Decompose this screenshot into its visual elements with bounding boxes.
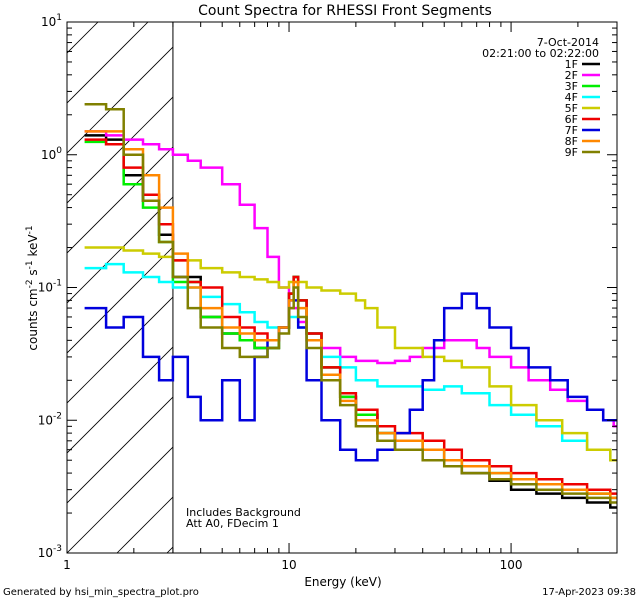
- legend-label: 5F: [565, 102, 578, 115]
- hatch-line: [67, 446, 173, 553]
- x-axis-label: Energy (keV): [304, 575, 381, 589]
- axes: 1 10 100 10-3 10-2 10-1 100 101: [38, 13, 618, 572]
- time-range-label: 02:21:00 to 02:22:00: [482, 47, 599, 60]
- hatch-line: [67, 296, 173, 404]
- hatch-line: [67, 196, 173, 304]
- series-line-1F: [84, 134, 617, 509]
- series-line-3F: [84, 140, 617, 500]
- legend-label: 4F: [565, 91, 578, 104]
- y-tick-label: 100: [41, 146, 62, 162]
- hatch-line: [617, 0, 640, 553]
- legend-label: 8F: [565, 135, 578, 148]
- chart-title: Count Spectra for RHESSI Front Segments: [198, 3, 492, 19]
- y-tick-label: 10-2: [38, 411, 62, 427]
- hatch-line: [67, 46, 173, 154]
- hatch-line: [467, 0, 640, 553]
- x-tick-label: 10: [281, 558, 296, 572]
- date-label: 7-Oct-2014: [537, 36, 599, 49]
- legend-label: 2F: [565, 69, 578, 82]
- x-tick-label: 100: [500, 558, 523, 572]
- hatch-line: [67, 246, 173, 354]
- footer-timestamp: 17-Apr-2023 09:38: [542, 587, 636, 598]
- hatch-line: [417, 0, 640, 553]
- legend-label: 7F: [565, 124, 578, 137]
- hatched-region: [67, 0, 640, 553]
- series-line-5F: [84, 246, 617, 462]
- legend-label: 9F: [565, 146, 578, 159]
- series-line-9F: [84, 103, 617, 504]
- hatch-line: [367, 0, 640, 553]
- hatch-line: [67, 346, 173, 454]
- series-line-7F: [84, 292, 617, 462]
- series-line-2F: [84, 130, 617, 428]
- hatch-line: [67, 396, 173, 504]
- y-tick-label: 10-1: [38, 279, 62, 295]
- note-attenuator: Att A0, FDecim 1: [186, 517, 279, 530]
- spectra-series: [84, 103, 617, 509]
- series-line-8F: [84, 130, 617, 500]
- hatch-line: [67, 22, 149, 104]
- hatch-line: [517, 0, 640, 553]
- note-background: Includes Background: [186, 506, 301, 519]
- series-line-6F: [84, 138, 617, 495]
- legend-label: 3F: [565, 80, 578, 93]
- y-tick-label: 101: [41, 13, 62, 29]
- y-axis-label: counts cm-2 s-1 keV-1: [25, 225, 40, 350]
- legend-label: 6F: [565, 113, 578, 126]
- footer-generated-by: Generated by hsi_min_spectra_plot.pro: [3, 587, 199, 598]
- y-tick-label: 10-3: [38, 544, 62, 560]
- x-tick-label: 1: [63, 558, 71, 572]
- legend-label: 1F: [565, 58, 578, 71]
- hatch-line: [317, 0, 640, 553]
- hatch-line: [267, 0, 640, 553]
